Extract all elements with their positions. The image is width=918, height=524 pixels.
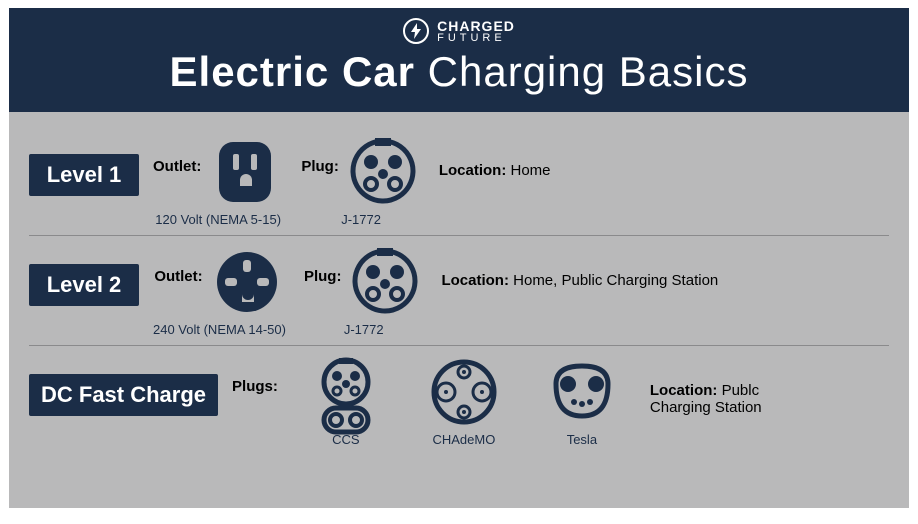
location-label: Location: [441, 272, 509, 289]
level-2-plug-caption: J-1772 [344, 322, 384, 337]
dc-fast-badge: DC Fast Charge [29, 374, 218, 416]
dc-fast-items: Plugs: [232, 356, 889, 447]
level-2-plug: Plug: [304, 246, 424, 337]
dc-location: Location: Publc Charging Station [650, 382, 810, 416]
content: Level 1 Outlet: [9, 112, 909, 465]
title-bold: Electric Car [170, 48, 415, 95]
row-level-1: Level 1 Outlet: [29, 126, 889, 236]
level-1-badge: Level 1 [29, 154, 139, 196]
outlet-label: Outlet: [154, 268, 202, 285]
plugs-label: Plugs: [232, 378, 278, 395]
header: CHARGED FUTURE Electric Car Charging Bas… [9, 8, 909, 112]
dc-plug-chademo: CHAdeMO [414, 356, 514, 447]
location-label: Location: [650, 382, 718, 399]
level-2-badge: Level 2 [29, 264, 139, 306]
brand-line1: CHARGED [437, 19, 515, 33]
level-2-location: Location: Home, Public Charging Station [441, 272, 718, 289]
title-rest: Charging Basics [415, 48, 748, 95]
row-dc-fast: DC Fast Charge Plugs: [29, 346, 889, 455]
level-1-plug-caption: J-1772 [341, 212, 381, 227]
plug-label: Plug: [301, 158, 339, 175]
ccs-icon [308, 356, 384, 428]
page-title: Electric Car Charging Basics [9, 48, 909, 96]
row-level-2: Level 2 Outlet: [29, 236, 889, 346]
dc-plug-ccs: CCS [296, 356, 396, 447]
infographic-frame: CHARGED FUTURE Electric Car Charging Bas… [9, 8, 909, 508]
outlet-label: Outlet: [153, 158, 201, 175]
nema-5-15-icon [207, 136, 283, 208]
brand-logo: CHARGED FUTURE [403, 18, 515, 44]
bolt-icon [403, 18, 429, 44]
nema-14-50-icon [209, 246, 285, 318]
dc-plug-tesla: Tesla [532, 356, 632, 447]
level-1-location: Location: Home [439, 162, 551, 179]
tesla-icon [544, 356, 620, 428]
level-2-outlet: Outlet: 240 Volt (NEMA 14-50) [153, 246, 286, 337]
level-1-items: Outlet: 120 Volt (NEMA 5-15) [153, 136, 889, 227]
level-2-location-value: Home, Public Charging Station [513, 272, 718, 289]
level-1-location-value: Home [511, 162, 551, 179]
tesla-caption: Tesla [567, 432, 597, 447]
level-1-plug: Plug: [301, 136, 421, 227]
brand-line2: FUTURE [437, 33, 515, 44]
level-2-items: Outlet: 240 Volt (NEMA 14-50) [153, 246, 889, 337]
chademo-icon [426, 356, 502, 428]
location-label: Location: [439, 162, 507, 179]
j1772-icon [345, 136, 421, 208]
brand-text: CHARGED FUTURE [437, 19, 515, 44]
level-1-outlet: Outlet: 120 Volt (NEMA 5-15) [153, 136, 283, 227]
level-2-outlet-caption: 240 Volt (NEMA 14-50) [153, 322, 286, 337]
j1772-icon [347, 246, 423, 318]
level-1-outlet-caption: 120 Volt (NEMA 5-15) [155, 212, 281, 227]
ccs-caption: CCS [332, 432, 359, 447]
chademo-caption: CHAdeMO [432, 432, 495, 447]
plug-label: Plug: [304, 268, 342, 285]
